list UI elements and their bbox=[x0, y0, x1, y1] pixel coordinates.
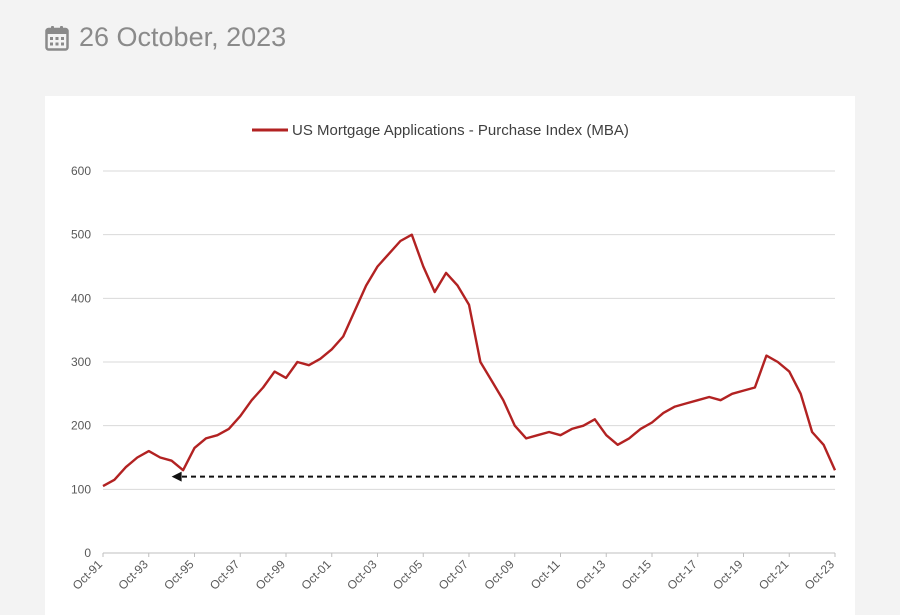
calendar-icon bbox=[45, 25, 69, 51]
x-tick-label: Oct-97 bbox=[207, 557, 243, 593]
x-tick-label: Oct-95 bbox=[161, 557, 197, 593]
x-tick-label: Oct-23 bbox=[802, 557, 838, 593]
line-chart: 0 100 200 300 400 500 600 Oct-91 Oct-93 Oct-95 Oc… bbox=[70, 122, 838, 593]
y-tick-label: 200 bbox=[71, 419, 91, 433]
x-tick-label: Oct-05 bbox=[390, 557, 426, 593]
chart-card: 0 100 200 300 400 500 600 Oct-91 Oct-93 Oct-95 Oc… bbox=[45, 96, 855, 615]
y-tick-label: 0 bbox=[84, 546, 91, 560]
y-tick-label: 600 bbox=[71, 164, 91, 178]
annotation-arrow bbox=[171, 471, 835, 482]
legend: US Mortgage Applications - Purchase Inde… bbox=[252, 122, 629, 139]
x-tick-label: Oct-07 bbox=[436, 557, 472, 593]
x-tick-label: Oct-99 bbox=[253, 557, 289, 593]
series-group bbox=[102, 233, 837, 488]
y-axis-ticks: 0 100 200 300 400 500 600 bbox=[71, 164, 91, 560]
x-tick-label: Oct-01 bbox=[299, 557, 335, 593]
x-tick-label: Oct-19 bbox=[710, 557, 746, 593]
series-line-mortgage-purchase-index bbox=[102, 233, 837, 488]
x-axis-ticks: Oct-91 Oct-93 Oct-95 Oct-97 Oct-99 Oct-01 Oct-… bbox=[70, 553, 838, 593]
x-tick-label: Oct-03 bbox=[344, 557, 380, 593]
legend-label: US Mortgage Applications - Purchase Inde… bbox=[292, 122, 629, 139]
x-tick-label: Oct-91 bbox=[70, 557, 106, 593]
x-tick-label: Oct-21 bbox=[756, 557, 792, 593]
y-tick-label: 400 bbox=[71, 291, 91, 305]
x-tick-label: Oct-15 bbox=[619, 557, 655, 593]
page-date: 26 October, 2023 bbox=[79, 22, 287, 52]
x-tick-label: Oct-11 bbox=[528, 557, 563, 592]
x-tick-label: Oct-09 bbox=[482, 557, 518, 593]
gridlines bbox=[103, 170, 835, 554]
date-header: 26 October, 2023 bbox=[45, 22, 286, 53]
x-tick-label: Oct-93 bbox=[116, 557, 152, 593]
annotation-arrowhead bbox=[171, 471, 182, 482]
y-tick-label: 100 bbox=[71, 482, 91, 496]
y-tick-label: 500 bbox=[71, 228, 91, 242]
x-tick-label: Oct-13 bbox=[573, 557, 609, 593]
y-tick-label: 300 bbox=[71, 355, 91, 369]
x-tick-label: Oct-17 bbox=[665, 557, 701, 593]
